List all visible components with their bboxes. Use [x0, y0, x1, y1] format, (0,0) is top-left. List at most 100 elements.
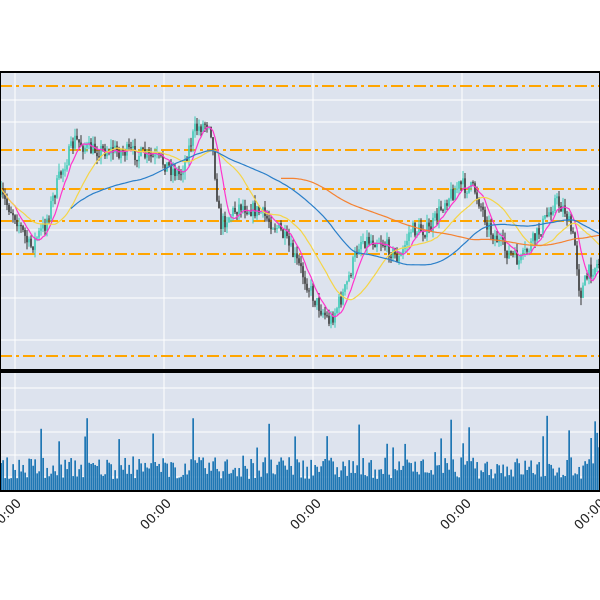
volume-bar-5: [10, 478, 12, 491]
volume-bar-262: [524, 460, 526, 491]
volume-bar-138: [276, 464, 278, 491]
candle-body-21: [42, 223, 44, 229]
candle-body-65: [130, 147, 132, 149]
volume-bar-62: [124, 457, 126, 491]
candle-body-245: [490, 223, 492, 235]
candle-body-187: [374, 244, 376, 248]
candle-body-162: [324, 312, 326, 316]
volume-bar-116: [232, 469, 234, 491]
volume-bar-168: [336, 467, 338, 491]
candle-body-193: [386, 239, 388, 248]
volume-bar-123: [246, 468, 248, 491]
candle-body-103: [206, 124, 208, 128]
volume-bar-79: [158, 463, 160, 491]
candle-body-94: [188, 145, 190, 162]
candle-body-196: [392, 248, 394, 259]
volume-bars: [0, 415, 600, 491]
volume-bar-243: [486, 461, 488, 491]
candle-body-236: [472, 182, 474, 184]
candle-body-133: [266, 215, 268, 219]
candle-body-17: [34, 237, 36, 250]
candle-body-175: [350, 275, 352, 277]
candle-body-10: [20, 225, 22, 227]
volume-bar-295: [590, 438, 592, 491]
volume-bar-222: [444, 458, 446, 491]
volume-bar-38: [76, 476, 78, 491]
volume-bar-29: [58, 441, 60, 491]
candle-body-224: [448, 198, 450, 206]
volume-bar-69: [138, 459, 140, 491]
volume-bar-160: [320, 466, 322, 491]
volume-bar-237: [474, 468, 476, 491]
volume-bar-198: [396, 470, 398, 491]
volume-bar-174: [348, 460, 350, 491]
volume-bar-98: [196, 462, 198, 491]
candle-body-155: [310, 286, 312, 291]
candle-body-35: [70, 141, 72, 147]
volume-bar-142: [284, 465, 286, 491]
volume-bar-264: [528, 466, 530, 491]
volume-bar-21: [42, 457, 44, 491]
candle-body-2: [4, 194, 6, 199]
volume-bar-248: [496, 464, 498, 491]
volume-bar-83: [166, 463, 168, 491]
candle-body-266: [532, 233, 534, 242]
candle-body-220: [440, 206, 442, 210]
volume-bar-71: [142, 471, 144, 491]
candle-body-34: [68, 146, 70, 166]
candle-body-241: [482, 206, 484, 210]
candle-body-71: [142, 147, 144, 150]
candle-body-82: [164, 164, 166, 172]
candle-body-112: [224, 216, 226, 228]
volume-bar-47: [94, 464, 96, 491]
candle-body-4: [8, 205, 10, 213]
volume-bar-260: [520, 474, 522, 491]
candle-body-223: [446, 203, 448, 206]
candle-body-129: [258, 206, 260, 213]
candle-body-169: [338, 296, 340, 309]
volume-bar-201: [402, 465, 404, 491]
volume-bar-1: [2, 460, 4, 491]
x-tick-label-4: 00:00: [438, 496, 475, 533]
volume-bar-275: [550, 464, 552, 491]
volume-bar-228: [456, 476, 458, 491]
candle-body-153: [306, 283, 308, 291]
volume-bar-89: [178, 477, 180, 491]
candle-body-141: [282, 229, 284, 238]
volume-bar-292: [584, 461, 586, 491]
volume-bar-36: [72, 476, 74, 491]
volume-bar-124: [248, 478, 250, 491]
volume-bar-18: [36, 473, 38, 491]
candle-body-62: [124, 151, 126, 156]
candle-body-238: [476, 192, 478, 199]
volume-bar-184: [368, 462, 370, 491]
volume-bar-77: [154, 462, 156, 491]
candle-body-297: [594, 267, 596, 275]
candle-body-152: [304, 277, 306, 284]
candle-body-208: [416, 232, 418, 236]
volume-bar-182: [364, 475, 366, 491]
candle-body-198: [396, 253, 398, 262]
price-panel-frame: [0, 71, 600, 371]
candle-body-202: [404, 245, 406, 249]
candle-body-106: [212, 137, 214, 150]
volume-bar-35: [70, 458, 72, 491]
volume-bar-154: [308, 478, 310, 491]
candle-body-167: [334, 312, 336, 323]
candle-body-32: [64, 169, 66, 171]
candle-body-76: [152, 156, 154, 158]
candle-body-227: [454, 189, 456, 200]
volume-bar-188: [376, 478, 378, 491]
volume-bar-231: [462, 443, 464, 491]
candle-body-18: [36, 237, 38, 239]
volume-bar-268: [536, 464, 538, 491]
candle-body-36: [72, 141, 74, 149]
candle-body-127: [254, 202, 256, 217]
candle-body-27: [54, 195, 56, 198]
volume-bar-297: [594, 421, 596, 491]
volume-bar-121: [242, 455, 244, 491]
volume-bar-3: [6, 457, 8, 491]
volume-bar-148: [296, 459, 298, 491]
volume-bar-265: [530, 460, 532, 491]
